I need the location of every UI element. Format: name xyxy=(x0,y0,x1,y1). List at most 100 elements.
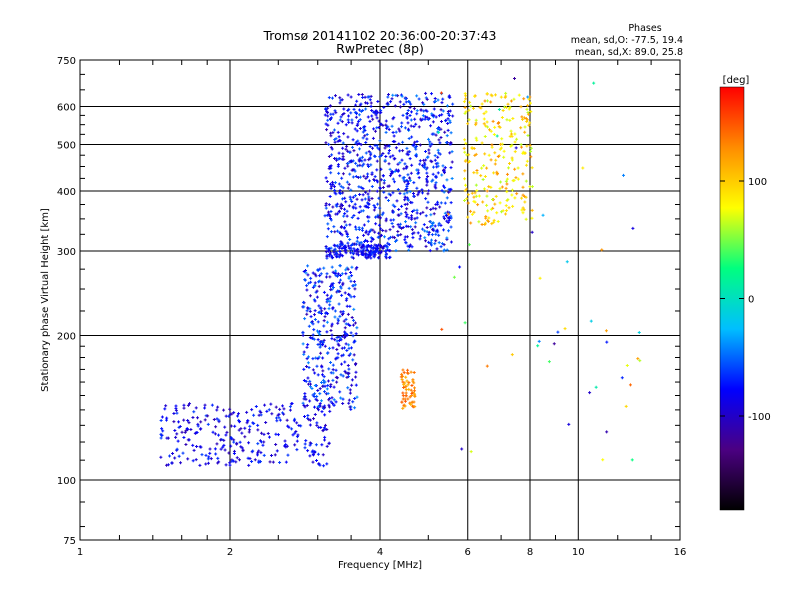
data-point xyxy=(338,101,342,105)
data-point xyxy=(338,273,342,277)
data-point xyxy=(406,224,410,228)
data-point xyxy=(357,185,361,189)
data-point xyxy=(420,188,424,192)
data-point xyxy=(390,124,394,128)
data-point xyxy=(410,400,414,404)
data-point xyxy=(365,132,369,136)
data-point xyxy=(344,200,348,204)
data-point xyxy=(415,168,419,172)
colorbar-unit-label: [deg] xyxy=(723,75,750,86)
data-point xyxy=(463,199,467,203)
data-point xyxy=(406,198,410,202)
data-point xyxy=(463,111,467,115)
data-point xyxy=(377,235,381,239)
data-point xyxy=(487,216,491,220)
data-point xyxy=(405,179,409,183)
data-point xyxy=(362,174,366,178)
data-point xyxy=(405,207,409,211)
data-point xyxy=(392,180,396,184)
data-point xyxy=(469,221,473,225)
data-point xyxy=(380,249,384,253)
data-point xyxy=(445,196,449,200)
data-point xyxy=(449,240,453,244)
data-point xyxy=(384,229,388,233)
data-point xyxy=(269,402,273,406)
data-point xyxy=(206,461,210,465)
data-point xyxy=(315,329,319,333)
data-point xyxy=(331,346,335,350)
data-point xyxy=(382,190,386,194)
data-point xyxy=(331,307,335,311)
data-point xyxy=(437,138,441,142)
data-point xyxy=(336,352,340,356)
data-point xyxy=(402,167,406,171)
data-point xyxy=(365,256,369,260)
data-point xyxy=(234,460,238,464)
data-point xyxy=(513,76,517,80)
data-point xyxy=(468,209,472,213)
data-point xyxy=(333,309,337,313)
data-point xyxy=(529,110,533,114)
data-point xyxy=(371,117,375,121)
data-point xyxy=(421,210,425,214)
data-point xyxy=(325,330,329,334)
data-point xyxy=(321,369,325,373)
data-point xyxy=(341,197,345,201)
data-point xyxy=(315,394,319,398)
data-point xyxy=(291,433,295,437)
data-point xyxy=(342,226,346,230)
data-point xyxy=(421,114,425,118)
data-point xyxy=(344,268,348,272)
data-point xyxy=(424,197,428,201)
data-point xyxy=(381,211,385,215)
data-point xyxy=(468,100,472,104)
data-point xyxy=(433,154,437,158)
data-point xyxy=(404,97,408,101)
data-point xyxy=(474,118,478,122)
data-point xyxy=(324,122,328,126)
data-point xyxy=(519,143,523,147)
data-point xyxy=(413,140,417,144)
data-point xyxy=(397,225,401,229)
data-point xyxy=(361,187,365,191)
data-point xyxy=(425,179,429,183)
data-point xyxy=(495,211,499,215)
data-point xyxy=(328,409,332,413)
data-point xyxy=(436,164,440,168)
data-point xyxy=(327,154,331,158)
data-point xyxy=(375,189,379,193)
data-point xyxy=(313,284,317,288)
data-point xyxy=(333,315,337,319)
data-point xyxy=(405,146,409,150)
data-point xyxy=(330,396,334,400)
data-point xyxy=(257,413,261,417)
data-point xyxy=(406,244,410,248)
data-point xyxy=(179,461,183,465)
data-point xyxy=(398,191,402,195)
data-point xyxy=(398,129,402,133)
data-point xyxy=(338,336,342,340)
data-point xyxy=(344,251,348,255)
data-point xyxy=(343,330,347,334)
data-point xyxy=(327,167,331,171)
data-point xyxy=(505,182,509,186)
data-point xyxy=(315,458,319,462)
data-point xyxy=(367,150,371,154)
data-point xyxy=(355,124,359,128)
data-point xyxy=(397,142,401,146)
data-point xyxy=(335,380,339,384)
data-point xyxy=(223,448,227,452)
data-point xyxy=(401,226,405,230)
data-point xyxy=(408,395,412,399)
data-point xyxy=(360,198,364,202)
data-point xyxy=(388,167,392,171)
data-point xyxy=(232,411,236,415)
data-point xyxy=(445,219,449,223)
data-point xyxy=(371,237,375,241)
data-point xyxy=(368,156,372,160)
data-point xyxy=(374,222,378,226)
data-point xyxy=(472,210,476,214)
data-point xyxy=(441,109,445,113)
data-point xyxy=(344,147,348,151)
data-point xyxy=(229,444,233,448)
